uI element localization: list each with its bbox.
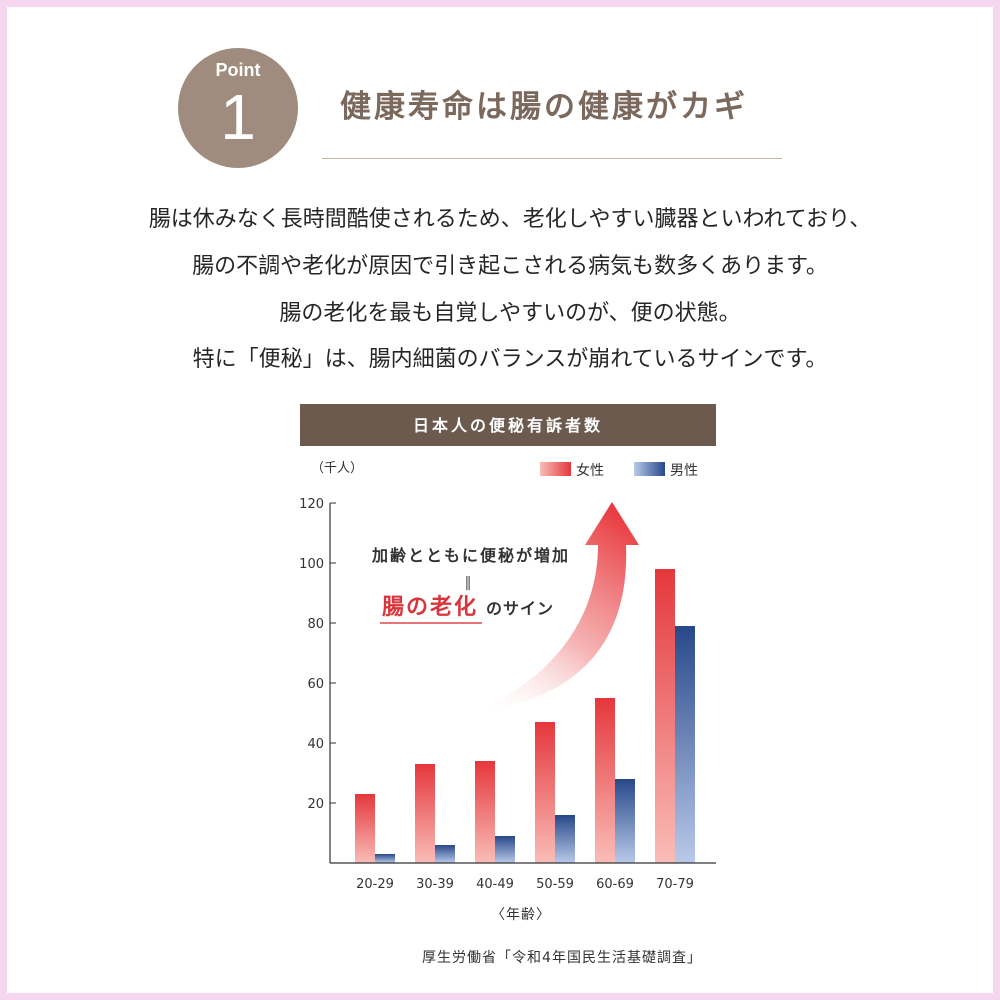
- y-tick-label: 100: [299, 557, 324, 572]
- bar-male-20-29: [375, 854, 395, 863]
- y-axis-unit-label: （千人）: [311, 461, 363, 476]
- chart-title: 日本人の便秘有訴者数: [413, 416, 603, 435]
- body-line: 特に「便秘」は、腸内細菌のバランスが崩れているサインです。: [192, 347, 828, 372]
- bar-female-60-69: [595, 698, 615, 863]
- y-tick-label: 40: [307, 737, 324, 752]
- annotation-equals-sign: ‖: [465, 575, 472, 591]
- point-badge-number: 1: [220, 81, 256, 153]
- section-title: 健康寿命は腸の健康がカギ: [340, 89, 748, 125]
- title-divider: [322, 158, 782, 159]
- bar-female-70-79: [655, 569, 675, 863]
- chart-panel: 日本人の便秘有訴者数 （千人） 女性 男性 加齢とともに便秘が増加 ‖ 腸の老化 …: [290, 395, 730, 985]
- x-tick-label: 50-59: [536, 877, 574, 892]
- bar-female-20-29: [355, 794, 375, 863]
- annotation-suffix-text: のサイン: [486, 599, 554, 618]
- x-tick-label: 70-79: [656, 877, 694, 892]
- bar-female-30-39: [415, 764, 435, 863]
- x-tick-label: 30-39: [416, 877, 454, 892]
- bar-male-40-49: [495, 836, 515, 863]
- point-badge: Point 1: [178, 48, 298, 168]
- legend-swatch-female: [540, 462, 571, 476]
- y-axis-ticks: 20 40 60 80 100 120: [299, 497, 336, 812]
- legend-label: 女性: [576, 462, 604, 479]
- annotation-highlight-text: 腸の老化: [382, 594, 478, 620]
- bar-female-50-59: [535, 722, 555, 863]
- data-source-note: 厚生労働省「令和4年国民生活基礎調査」: [422, 949, 702, 966]
- x-tick-label: 20-29: [356, 877, 394, 892]
- point-badge-label: Point: [215, 60, 261, 80]
- bar-male-30-39: [435, 845, 455, 863]
- x-tick-label: 40-49: [476, 877, 514, 892]
- upward-trend-arrow: [476, 502, 639, 712]
- body-line: 腸は休みなく長時間酷使されるため、老化しやすい臓器といわれており、: [148, 207, 872, 232]
- bar-chart: 日本人の便秘有訴者数 （千人） 女性 男性 加齢とともに便秘が増加 ‖ 腸の老化 …: [299, 404, 716, 966]
- bar-male-70-79: [675, 626, 695, 863]
- annotation-increase-text: 加齢とともに便秘が増加: [371, 546, 570, 565]
- y-tick-label: 80: [307, 617, 324, 632]
- x-tick-label: 60-69: [596, 877, 634, 892]
- chart-legend: 女性 男性: [540, 462, 698, 479]
- legend-swatch-male: [634, 462, 665, 476]
- x-axis-labels: 20-29 30-39 40-49 50-59 60-69 70-79: [356, 877, 694, 892]
- chart-title-bar: [300, 404, 716, 446]
- bar-male-60-69: [615, 779, 635, 863]
- body-line: 腸の老化を最も自覚しやすいのが、便の状態。: [279, 301, 741, 326]
- y-tick-label: 20: [307, 797, 324, 812]
- x-axis-title: 〈年齢〉: [491, 907, 551, 923]
- y-tick-label: 120: [299, 497, 324, 512]
- bars-group: [355, 569, 695, 863]
- y-tick-label: 60: [307, 677, 324, 692]
- body-line: 腸の不調や老化が原因で引き起こされる病気も数多くあります。: [192, 254, 828, 279]
- bar-male-50-59: [555, 815, 575, 863]
- legend-label: 男性: [670, 463, 698, 479]
- bar-female-40-49: [475, 761, 495, 863]
